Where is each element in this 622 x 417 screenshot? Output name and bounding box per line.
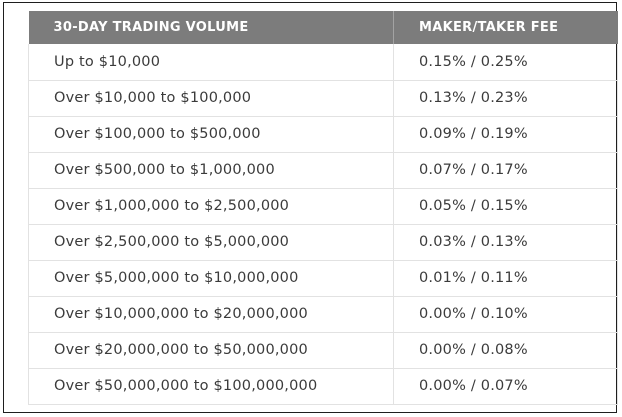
trading-volume-cell: Over $100,000 to $500,000 — [28, 116, 394, 153]
table-body: Up to $10,000 0.15% / 0.25% Over $10,000… — [28, 44, 618, 405]
trading-volume-cell: Over $20,000,000 to $50,000,000 — [28, 332, 394, 369]
screenshot-frame: 30-DAY TRADING VOLUME MAKER/TAKER FEE Up… — [3, 2, 618, 413]
column-header-maker-taker-fee: MAKER/TAKER FEE — [393, 11, 618, 44]
table-row: Over $50,000,000 to $100,000,000 0.00% /… — [28, 368, 618, 405]
maker-taker-fee-cell: 0.09% / 0.19% — [393, 116, 618, 153]
table-row: Up to $10,000 0.15% / 0.25% — [28, 44, 618, 81]
table-row: Over $20,000,000 to $50,000,000 0.00% / … — [28, 332, 618, 369]
trading-volume-cell: Over $50,000,000 to $100,000,000 — [28, 368, 394, 405]
trading-volume-cell: Over $2,500,000 to $5,000,000 — [28, 224, 394, 261]
trading-volume-cell: Up to $10,000 — [28, 44, 394, 81]
trading-volume-cell: Over $5,000,000 to $10,000,000 — [28, 260, 394, 297]
maker-taker-fee-cell: 0.00% / 0.08% — [393, 332, 618, 369]
fee-schedule-table: 30-DAY TRADING VOLUME MAKER/TAKER FEE Up… — [28, 11, 618, 405]
trading-volume-cell: Over $10,000,000 to $20,000,000 — [28, 296, 394, 333]
table-row: Over $100,000 to $500,000 0.09% / 0.19% — [28, 116, 618, 153]
maker-taker-fee-cell: 0.00% / 0.10% — [393, 296, 618, 333]
maker-taker-fee-cell: 0.01% / 0.11% — [393, 260, 618, 297]
table-row: Over $10,000 to $100,000 0.13% / 0.23% — [28, 80, 618, 117]
trading-volume-cell: Over $1,000,000 to $2,500,000 — [28, 188, 394, 225]
maker-taker-fee-cell: 0.15% / 0.25% — [393, 44, 618, 81]
maker-taker-fee-cell: 0.05% / 0.15% — [393, 188, 618, 225]
maker-taker-fee-cell: 0.13% / 0.23% — [393, 80, 618, 117]
table-row: Over $1,000,000 to $2,500,000 0.05% / 0.… — [28, 188, 618, 225]
table-row: Over $2,500,000 to $5,000,000 0.03% / 0.… — [28, 224, 618, 261]
trading-volume-cell: Over $500,000 to $1,000,000 — [28, 152, 394, 189]
table-row: Over $500,000 to $1,000,000 0.07% / 0.17… — [28, 152, 618, 189]
maker-taker-fee-cell: 0.00% / 0.07% — [393, 368, 618, 405]
table-header: 30-DAY TRADING VOLUME MAKER/TAKER FEE — [28, 11, 618, 44]
header-row: 30-DAY TRADING VOLUME MAKER/TAKER FEE — [28, 11, 618, 44]
maker-taker-fee-cell: 0.03% / 0.13% — [393, 224, 618, 261]
table-row: Over $10,000,000 to $20,000,000 0.00% / … — [28, 296, 618, 333]
maker-taker-fee-cell: 0.07% / 0.17% — [393, 152, 618, 189]
table-row: Over $5,000,000 to $10,000,000 0.01% / 0… — [28, 260, 618, 297]
column-header-trading-volume: 30-DAY TRADING VOLUME — [28, 11, 394, 44]
trading-volume-cell: Over $10,000 to $100,000 — [28, 80, 394, 117]
